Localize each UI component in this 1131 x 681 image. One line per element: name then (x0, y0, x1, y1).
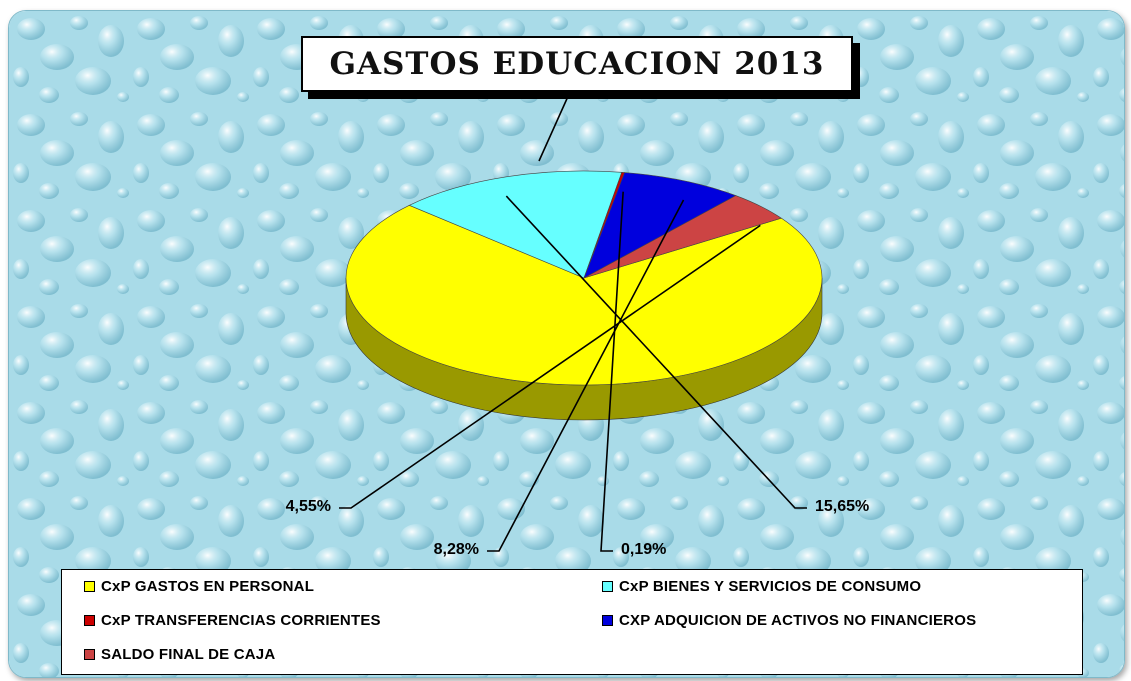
legend-swatch (84, 649, 95, 660)
chart-area: GASTOS EDUCACION 2013 15,65% 0,19% 8,28% 4,… (8, 10, 1125, 678)
legend-label: CXP ADQUICION DE ACTIVOS NO FINANCIEROS (619, 612, 977, 629)
legend-label: CxP BIENES Y SERVICIOS DE CONSUMO (619, 578, 922, 595)
leader-line-cxp-gastos-en-personal (538, 82, 575, 162)
legend-item-cxp-transferencias-corrientes: CxP TRANSFERENCIAS CORRIENTES (84, 612, 381, 629)
data-label-cxp-transferencias-corrientes: 0,19% (621, 541, 667, 558)
legend: CxP GASTOS EN PERSONAL CxP BIENES Y SERVI… (61, 569, 1083, 675)
legend-item-cxp-bienes-y-servicios-de-consumo: CxP BIENES Y SERVICIOS DE CONSUMO (602, 578, 921, 595)
leader-line-cxp-adquicion-de-activos-no-financieros (487, 199, 685, 552)
pie-chart-canvas (9, 11, 1124, 677)
chart-title: GASTOS EDUCACION 2013 (329, 46, 825, 82)
data-label-cxp-adquicion-de-activos-no-financieros: 8,28% (433, 541, 479, 558)
legend-swatch (602, 615, 613, 626)
pie-slice-cxp-bienes-y-servicios-de-consumo (408, 170, 623, 279)
leader-line-cxp-bienes-y-servicios-de-consumo (505, 195, 807, 509)
legend-label: CxP TRANSFERENCIAS CORRIENTES (101, 612, 381, 629)
legend-swatch (84, 615, 95, 626)
chart-title-box: GASTOS EDUCACION 2013 (301, 36, 853, 92)
pie-slice-saldo-final-de-caja (583, 195, 783, 279)
legend-label: SALDO FINAL DE CAJA (101, 646, 276, 663)
legend-label: CxP GASTOS EN PERSONAL (101, 578, 315, 595)
legend-swatch (84, 581, 95, 592)
legend-item-cxp-adquicion-de-activos-no-financieros: CXP ADQUICION DE ACTIVOS NO FINANCIEROS (602, 612, 976, 629)
data-label-saldo-final-de-caja: 4,55% (285, 498, 331, 515)
data-label-cxp-bienes-y-servicios-de-consumo: 15,65% (815, 498, 870, 515)
leader-line-saldo-final-de-caja (339, 224, 761, 509)
leader-line-cxp-transferencias-corrientes (600, 191, 624, 552)
leader-lines (339, 82, 807, 552)
legend-item-cxp-gastos-en-personal: CxP GASTOS EN PERSONAL (84, 578, 314, 595)
legend-swatch (602, 581, 613, 592)
legend-item-saldo-final-de-caja: SALDO FINAL DE CAJA (84, 646, 275, 663)
pie-group (345, 170, 823, 421)
pie-slice-cxp-gastos-en-personal (345, 204, 823, 386)
